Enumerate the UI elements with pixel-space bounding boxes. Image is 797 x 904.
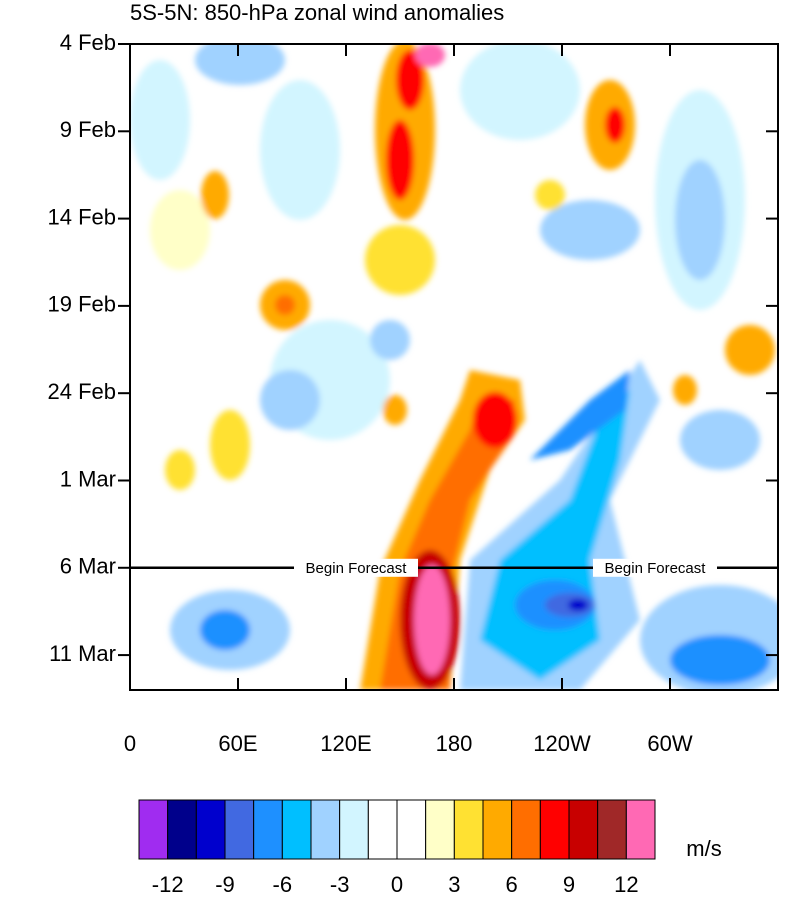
x-tick-label: 60W	[647, 731, 692, 756]
colorbar-box	[396, 799, 427, 860]
colorbar-box	[310, 799, 341, 860]
x-tick-label: 0	[124, 731, 136, 756]
colorbar-box	[625, 799, 656, 860]
y-tick-label: 24 Feb	[48, 379, 117, 404]
y-tick-label: 11 Mar	[49, 641, 116, 666]
colorbar-box	[597, 799, 627, 860]
annotation: Begin Forecast	[306, 560, 408, 577]
colorbar-box	[167, 799, 197, 860]
colorbar-box	[281, 799, 312, 860]
y-tick-label: 9 Feb	[60, 117, 116, 142]
colorbar-box	[339, 799, 369, 860]
y-tick-label: 4 Feb	[60, 30, 116, 55]
colorbar-box	[253, 799, 283, 860]
colorbar-box	[195, 799, 226, 860]
colorbar-box	[539, 799, 570, 860]
field	[130, 44, 778, 690]
colorbar-label: 6	[506, 872, 518, 897]
y-tick-label: 1 Mar	[60, 466, 116, 491]
colorbar-box	[138, 799, 169, 860]
y-tick-label: 14 Feb	[48, 204, 117, 229]
colorbar-label: 0	[391, 872, 403, 897]
chart-title: 5S-5N: 850-hPa zonal wind anomalies	[130, 0, 504, 25]
colorbar-box	[482, 799, 513, 860]
colorbar-label: -12	[152, 872, 184, 897]
x-tick-label: 120E	[320, 731, 371, 756]
colorbar-label: 9	[563, 872, 575, 897]
colorbar-label: 12	[614, 872, 638, 897]
colorbar-units: m/s	[686, 836, 721, 861]
colorbar-box	[568, 799, 599, 860]
annotation-bg	[593, 558, 717, 577]
colorbar-label: -9	[215, 872, 235, 897]
x-tick-label: 120W	[533, 731, 591, 756]
y-tick-label: 19 Feb	[48, 292, 117, 317]
colorbar-box	[511, 799, 541, 860]
annotation: Begin Forecast	[605, 560, 707, 577]
annotation-bg	[294, 558, 418, 577]
colorbar-label: -6	[273, 872, 293, 897]
colorbar-box	[425, 799, 455, 860]
colorbar-box	[453, 799, 484, 860]
colorbar-label: 3	[448, 872, 460, 897]
x-tick-label: 180	[436, 731, 473, 756]
colorbar-box	[367, 799, 398, 860]
colorbar-box	[224, 799, 255, 860]
y-tick-label: 6 Mar	[60, 554, 116, 579]
x-tick-label: 60E	[218, 731, 257, 756]
colorbar-label: -3	[330, 872, 350, 897]
